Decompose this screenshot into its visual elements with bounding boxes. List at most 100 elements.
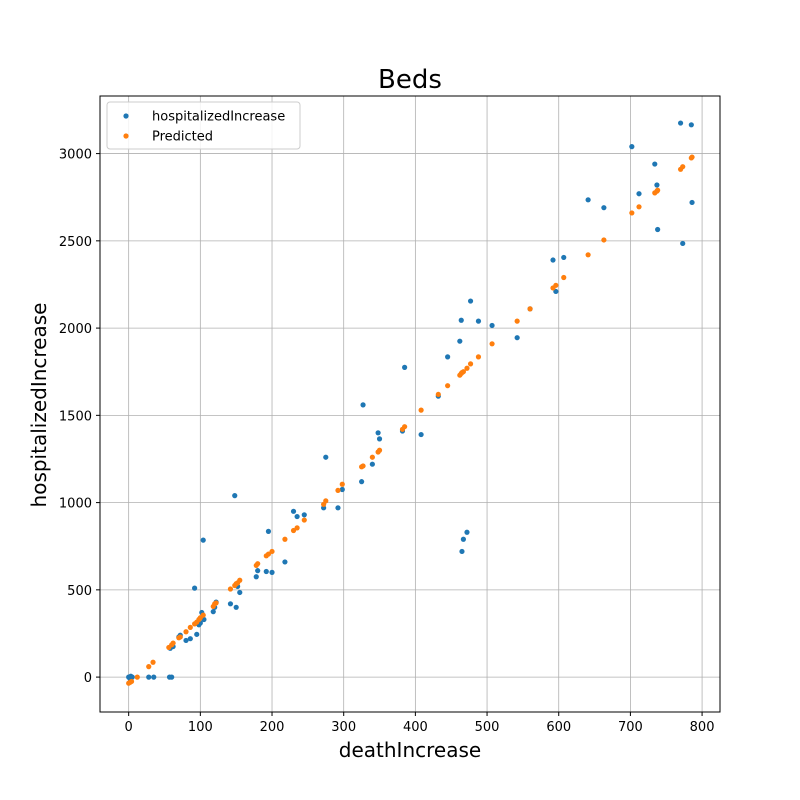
actual-point [151, 674, 157, 680]
predicted-point [265, 551, 272, 557]
y-tick-label: 1500 [59, 409, 92, 424]
actual-point [561, 254, 567, 261]
predicted-point [460, 369, 466, 375]
legend-box [106, 101, 301, 150]
actual-point [323, 454, 329, 460]
predicted-point [213, 600, 219, 606]
actual-point [360, 402, 366, 408]
actual-point [550, 257, 556, 263]
y-axis-label: hospitalizedIncrease [27, 303, 51, 508]
y-tick-label: 3000 [59, 148, 92, 163]
predicted-point [553, 282, 559, 288]
x-tick-label: 500 [475, 720, 500, 735]
actual-point [460, 536, 466, 542]
actual-point [376, 436, 383, 442]
actual-point [169, 674, 175, 680]
actual-point [269, 569, 275, 575]
legend-marker [123, 113, 129, 119]
actual-point [255, 568, 261, 574]
actual-point [601, 205, 607, 211]
predicted-point [290, 527, 297, 534]
predicted-point [464, 365, 470, 371]
x-tick-label: 700 [618, 720, 643, 735]
predicted-point [489, 341, 495, 347]
actual-point [418, 431, 424, 438]
predicted-point [636, 204, 642, 210]
predicted-point [183, 629, 189, 635]
predicted-point [376, 447, 383, 453]
actual-point [183, 637, 189, 644]
predicted-point [585, 252, 591, 258]
actual-point [263, 568, 269, 575]
actual-point [200, 537, 206, 543]
predicted-point [445, 383, 451, 389]
y-tick-label: 0 [84, 671, 92, 686]
actual-point [359, 479, 365, 485]
actual-point [655, 226, 661, 233]
actual-point [445, 354, 451, 360]
predicted-point [629, 210, 635, 216]
actual-point [464, 529, 470, 535]
predicted-point [689, 154, 695, 160]
actual-point [335, 505, 341, 511]
predicted-point [402, 424, 408, 430]
actual-point [629, 144, 635, 150]
predicted-point [435, 391, 441, 398]
legend-label: Predicted [152, 130, 213, 145]
actual-point [689, 199, 695, 206]
actual-point [227, 601, 234, 607]
axis-ticks: 0 100 200 300 400 500 600 700 800 0 500 1000 1500 200… [59, 148, 715, 735]
predicted-point [134, 674, 140, 680]
predicted-point [339, 481, 345, 487]
predicted-point [227, 586, 234, 592]
actual-point [129, 674, 135, 680]
predicted-point [655, 187, 661, 193]
predicted-point [323, 498, 329, 504]
actual-point [146, 674, 152, 680]
actual-point [459, 548, 465, 555]
predicted-point [335, 487, 341, 493]
actual-point [339, 486, 345, 493]
actual-point [375, 430, 381, 436]
predicted-point [200, 612, 206, 618]
x-axis-label: deathIncrease [339, 738, 481, 762]
y-tick-label: 2500 [59, 235, 92, 250]
y-tick-label: 500 [67, 584, 92, 599]
actual-point [677, 120, 684, 126]
actual-point [194, 631, 200, 637]
predicted-point [601, 237, 607, 243]
legend-marker [123, 133, 129, 139]
predicted-point [301, 517, 307, 523]
actual-point [457, 338, 463, 344]
actual-point [210, 609, 216, 615]
grid-lines [100, 96, 720, 712]
legend-label: hospitalizedIncrease [152, 110, 285, 125]
actual-point [192, 585, 198, 591]
actual-point [294, 513, 300, 520]
actual-point [553, 288, 559, 295]
predicted-point [514, 318, 520, 324]
actual-point [475, 318, 482, 324]
actual-point [369, 461, 375, 467]
predicted-point [282, 536, 288, 542]
actual-point [636, 191, 642, 197]
x-tick-label: 200 [260, 720, 285, 735]
actual-point [265, 528, 272, 534]
predicted-point [369, 454, 375, 460]
predicted-point [294, 525, 300, 531]
actual-point [187, 636, 193, 642]
predicted-point [527, 306, 533, 312]
predicted-point [170, 640, 176, 646]
actual-point [514, 335, 520, 341]
predicted-point [467, 361, 474, 367]
actual-point [585, 197, 591, 203]
predicted-point [475, 354, 482, 360]
predicted-point [146, 664, 152, 670]
actual-point [688, 122, 694, 128]
predicted-point [187, 624, 193, 630]
predicted-point [237, 577, 243, 583]
x-tick-label: 400 [403, 720, 428, 735]
predicted-point [177, 634, 183, 640]
actual-point [290, 508, 297, 514]
x-tick-label: 800 [690, 720, 715, 735]
